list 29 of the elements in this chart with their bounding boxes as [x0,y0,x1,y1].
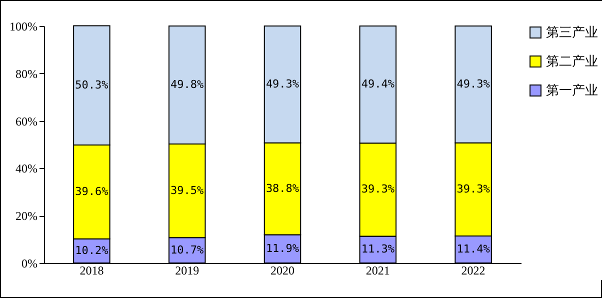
legend-label: 第二产业 [546,54,598,70]
data-label: 49.3% [456,77,490,90]
y-tick-label: 80% [16,66,38,81]
data-label: 49.4% [361,78,395,91]
data-label: 10.2% [75,244,109,257]
data-label: 38.8% [266,182,300,195]
data-label: 11.3% [361,242,395,256]
x-tick-label: 2020 [270,264,294,278]
y-tick-label: 20% [16,209,38,224]
x-tick-label: 2018 [80,264,104,278]
x-tick-label: 2019 [175,264,200,278]
data-label: 11.9% [266,242,300,255]
y-tick-label: 40% [16,162,38,176]
x-tick-label: 2022 [461,264,486,278]
data-label: 39.3% [456,182,490,196]
data-label: 49.3% [266,77,300,90]
data-label: 39.6% [75,184,109,198]
data-label: 10.7% [170,243,204,256]
data-label: 49.8% [170,78,204,92]
data-label: 39.3% [361,182,395,196]
y-tick-label: 100% [10,20,38,34]
legend-label: 第三产业 [546,26,598,40]
y-tick-label: 0% [22,256,38,270]
data-label: 11.4% [456,242,490,256]
data-label: 50.3% [75,78,109,92]
data-label: 39.5% [170,184,204,197]
y-tick-label: 60% [16,114,38,128]
legend-label: 第一产业 [546,84,598,98]
x-tick-label: 2021 [366,264,390,278]
